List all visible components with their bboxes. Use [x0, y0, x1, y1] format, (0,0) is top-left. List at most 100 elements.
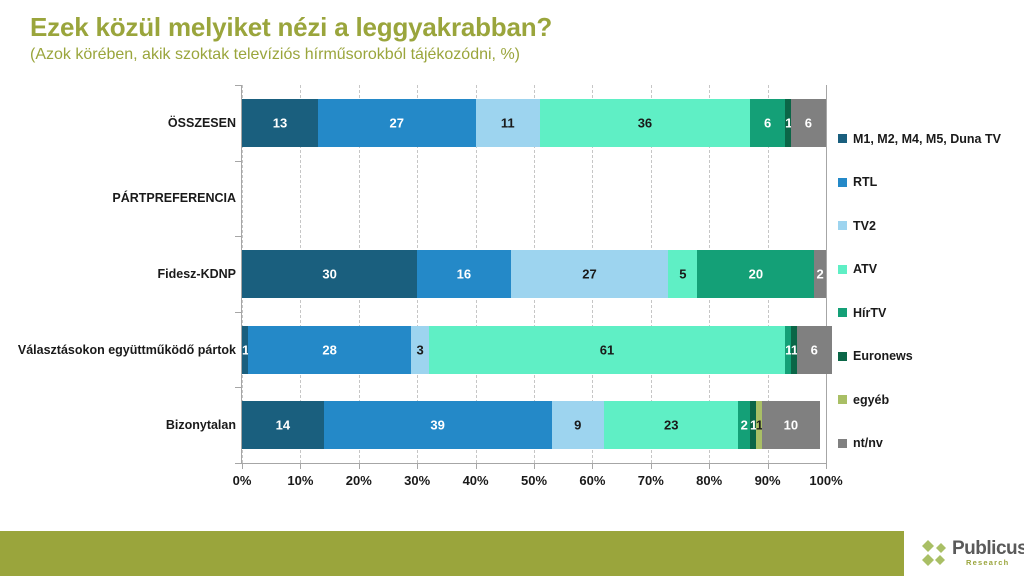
category-label: Fidesz-KDNP [157, 267, 236, 281]
bar-segment[interactable]: 23 [604, 401, 739, 450]
x-axis-tick [300, 463, 302, 469]
legend-item[interactable]: RTL [838, 174, 878, 190]
legend-label: TV2 [853, 218, 876, 233]
bar-value-label: 30 [322, 266, 337, 282]
bar-value-label: 61 [599, 342, 615, 358]
bar-segment[interactable]: 28 [247, 325, 412, 374]
x-axis-tick [592, 463, 594, 469]
legend-label: M1, M2, M4, M5, Duna TV [853, 131, 1001, 146]
legend-item[interactable]: egyéb [838, 391, 890, 407]
bar-segment[interactable]: 61 [428, 325, 786, 374]
stacked-bar-chart: ÖSSZESEN PÁRTPREFERENCIA Fidesz-KDNP Válasz… [0, 85, 1024, 500]
category-label: ÖSSZESEN [167, 115, 236, 130]
x-axis-tick [417, 463, 419, 469]
legend-label: Euronews [853, 349, 913, 364]
bar-segment[interactable]: 30 [242, 250, 418, 298]
legend-item[interactable]: TV2 [838, 217, 876, 233]
bar-value-label: 27 [582, 266, 597, 282]
legend-label: ATV [853, 262, 878, 277]
legend-swatch-icon [838, 134, 847, 144]
legend-label: egyéb [853, 392, 890, 407]
x-axis-tick-label: 50% [520, 473, 548, 488]
legend-label: RTL [853, 175, 878, 190]
bar-segment[interactable]: 14 [242, 401, 324, 450]
bar-value-label: 2 [740, 417, 748, 433]
bar-value-label: 16 [456, 266, 472, 282]
x-axis-tick [650, 463, 652, 469]
plot-area: 13 27 11 36 6 1 6 30 16 27 5 20 2 1 28 3 61 1 1 6 14 39 9 23 2 1 1… [242, 85, 832, 463]
bar-segment[interactable]: 6 [790, 98, 826, 147]
x-axis-tick-label: 40% [462, 473, 489, 488]
bar-segment[interactable]: 27 [510, 250, 669, 298]
brand-logo: Publicus Research [904, 531, 1024, 576]
bar-value-label: 13 [272, 115, 288, 131]
bar-value-label: 6 [763, 115, 772, 131]
bar-segment[interactable]: 10 [761, 401, 821, 450]
gridline-100 [826, 85, 827, 463]
x-axis-tick [826, 463, 827, 469]
x-axis-tick [242, 463, 243, 469]
legend-swatch-icon [838, 438, 847, 448]
page-subtitle: (Azok körében, akik szoktak televíziós h… [30, 46, 520, 63]
y-axis-tick [235, 387, 242, 389]
x-axis-tick-label: 100% [809, 473, 843, 488]
legend-label: HírTV [853, 305, 887, 320]
x-axis-tick [534, 463, 535, 469]
bar-value-label: 5 [679, 266, 687, 282]
stacked-bar[interactable]: 30 16 27 5 20 2 [242, 250, 826, 298]
stacked-bar[interactable]: 14 39 9 23 2 1 1 10 [242, 401, 821, 450]
bar-segment[interactable]: 27 [317, 98, 476, 147]
bar-value-label: 23 [663, 417, 679, 433]
bar-row: 14 39 9 23 2 1 1 10 [242, 401, 826, 450]
y-axis-tick [235, 236, 242, 238]
bar-segment[interactable]: 39 [323, 401, 552, 450]
y-axis-tick [235, 160, 242, 162]
bar-value-label: 6 [804, 115, 813, 131]
bar-value-label: 27 [389, 115, 404, 131]
legend-item[interactable]: M1, M2, M4, M5, Duna TV [838, 130, 1001, 146]
x-axis-tick [709, 463, 711, 469]
x-axis-tick-label: 90% [754, 473, 781, 488]
legend-item[interactable]: ATV [838, 261, 878, 277]
bar-segment[interactable]: 2 [738, 401, 751, 450]
bar-value-label: 2 [816, 266, 824, 282]
bar-row: 30 16 27 5 20 2 [242, 250, 826, 298]
legend-item[interactable]: HírTV [838, 304, 887, 320]
bar-segment[interactable]: 20 [697, 250, 815, 298]
bar-segment[interactable]: 16 [417, 250, 511, 298]
bar-segment[interactable]: 11 [475, 98, 540, 147]
bar-value-label: 11 [500, 115, 515, 131]
stacked-bar[interactable]: 13 27 11 36 6 1 6 [242, 98, 826, 147]
legend-item[interactable]: nt/nv [838, 435, 883, 450]
bar-segment[interactable]: 6 [750, 98, 786, 147]
bar-segment[interactable]: 13 [242, 98, 318, 147]
x-axis-tick-label: 30% [404, 473, 431, 488]
legend-swatch-icon [838, 177, 847, 187]
bar-value-label: 3 [416, 342, 424, 358]
bar-value-label: 28 [322, 342, 337, 358]
stacked-bar[interactable]: 1 28 3 61 1 1 6 [242, 325, 832, 374]
bar-value-label: 36 [637, 115, 653, 131]
legend-swatch-icon [838, 395, 847, 405]
bar-segment[interactable]: 36 [539, 98, 751, 147]
category-label: Bizonytalan [165, 418, 236, 433]
bar-segment[interactable]: 9 [551, 401, 605, 450]
legend-swatch-icon [838, 221, 847, 231]
bar-value-label: 6 [810, 342, 818, 358]
logo-tagline: Research [966, 558, 1010, 567]
bar-segment[interactable]: 5 [668, 250, 698, 298]
x-axis-tick-label: 70% [637, 473, 664, 488]
x-axis-tick-label: 80% [696, 473, 723, 488]
y-axis-tick [235, 463, 242, 464]
logo-wordmark: Publicus [952, 538, 1024, 559]
bar-row: 1 28 3 61 1 1 6 [242, 325, 832, 374]
y-axis-tick [235, 85, 242, 86]
legend-item[interactable]: Euronews [838, 348, 913, 364]
bar-segment[interactable]: 2 [814, 250, 826, 298]
bar-value-label: 39 [430, 417, 445, 433]
legend-swatch-icon [838, 308, 847, 318]
bar-segment[interactable]: 6 [796, 325, 832, 374]
legend-swatch-icon [838, 264, 847, 274]
bar-segment[interactable]: 3 [411, 325, 429, 374]
bar-value-label: 10 [783, 417, 799, 433]
